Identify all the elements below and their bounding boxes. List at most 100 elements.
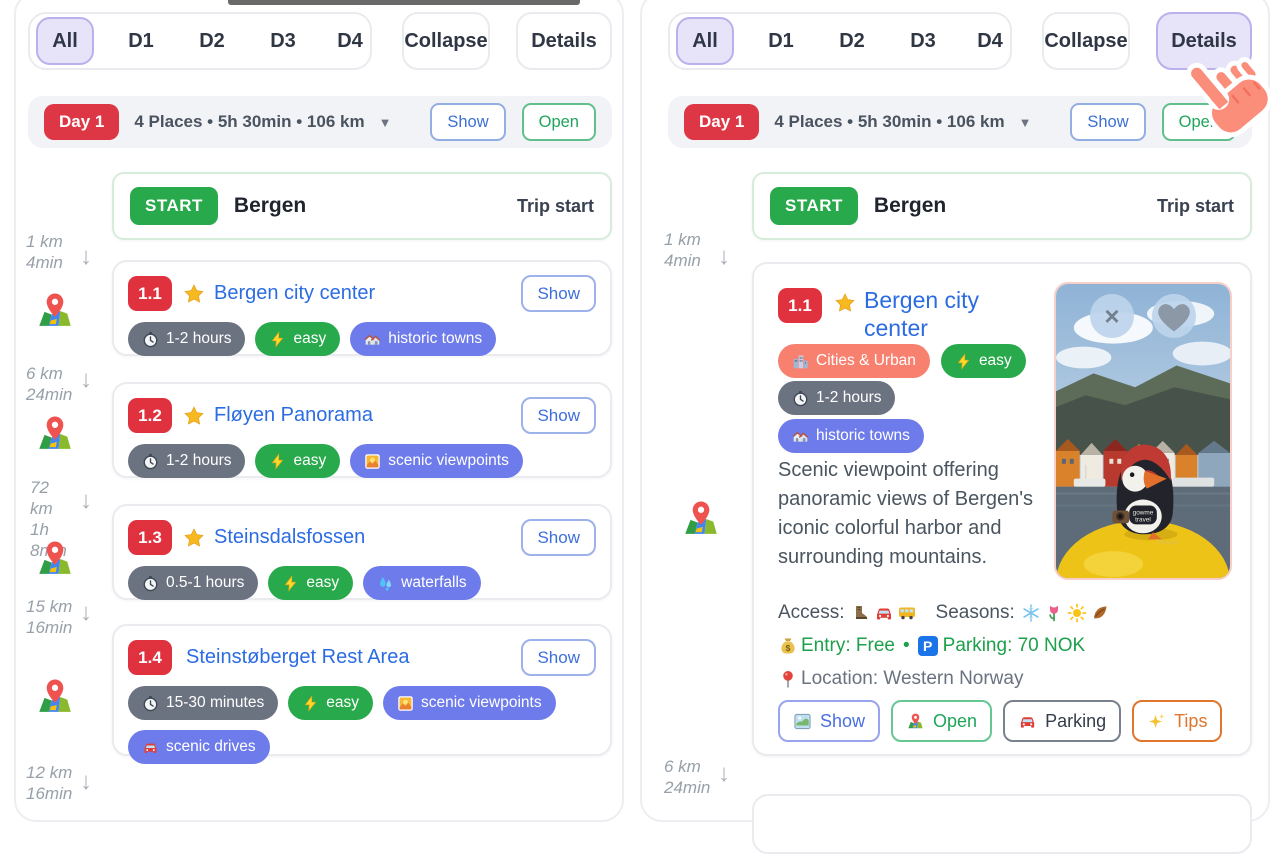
dot-separator: •	[902, 635, 910, 656]
place-photo[interactable]: gowme travel ©Bergen ×	[1054, 282, 1232, 580]
hiking-boot-icon	[851, 603, 871, 623]
show-button[interactable]: Show	[521, 275, 596, 312]
show-button[interactable]: Show	[521, 397, 596, 434]
place-detail-card: 1.1 Bergen city center Cities & Urban ea…	[752, 262, 1252, 756]
place-title-link[interactable]: Fløyen Panorama	[214, 404, 373, 426]
open-in-maps-button[interactable]: Open	[891, 700, 993, 742]
arrow-down-icon: ↓	[80, 487, 92, 514]
place-card: 1.4 Steinstøberget Rest Area Show 15-30 …	[112, 624, 612, 764]
theme-tag: waterfalls	[363, 566, 481, 600]
tab-d1[interactable]: D1	[768, 29, 794, 52]
parking-fee: Parking: 70 NOK	[942, 635, 1086, 656]
clock-icon	[142, 695, 159, 712]
clock-icon	[142, 453, 159, 470]
city-icon	[792, 353, 809, 370]
show-button[interactable]: Show	[521, 519, 596, 556]
svg-text:travel: travel	[1135, 516, 1151, 523]
photo-close-button[interactable]: ×	[1090, 294, 1134, 338]
sunset-icon	[397, 695, 414, 712]
route-distance-label: 6 km 24min	[26, 364, 73, 404]
tab-d4[interactable]: D4	[977, 29, 1003, 52]
photo-favorite-button[interactable]	[1152, 294, 1196, 338]
tab-d2[interactable]: D2	[199, 29, 225, 52]
parking-button[interactable]: Parking	[1003, 700, 1122, 742]
difficulty-tag: easy	[255, 444, 341, 478]
tab-d3[interactable]: D3	[910, 29, 936, 52]
bolt-icon	[282, 575, 299, 592]
heart-icon	[1158, 304, 1190, 332]
arrow-down-icon: ↓	[80, 366, 92, 393]
collapse-button[interactable]: Collapse	[1042, 12, 1130, 70]
sun-icon	[1067, 603, 1087, 623]
tab-d2[interactable]: D2	[839, 29, 865, 52]
tab-d4[interactable]: D4	[337, 29, 363, 52]
map-pin-icon	[34, 413, 76, 455]
map-pin-icon	[34, 538, 76, 580]
tab-d1[interactable]: D1	[128, 29, 154, 52]
details-button[interactable]: Details	[1156, 12, 1252, 70]
location-text: Location: Western Norway	[801, 668, 1024, 689]
map-pin-icon	[34, 290, 76, 332]
theme-tag: scenic viewpoints	[350, 444, 523, 478]
route-distance-label: 1 km 4min	[26, 232, 63, 272]
show-on-map-button[interactable]: Show	[778, 700, 881, 742]
place-title-link[interactable]: Bergen city center	[214, 282, 376, 304]
place-card: 1.2 Fløyen Panorama Show 1-2 hours easy …	[112, 382, 612, 478]
route-distance-label: 15 km 16min	[26, 597, 73, 637]
duration-tag: 0.5-1 hours	[128, 566, 259, 600]
location-row: Location: Western Norway	[778, 668, 1023, 690]
day-badge: Day 1	[684, 104, 760, 140]
star-icon	[183, 405, 205, 427]
day-open-button[interactable]: Open	[521, 103, 596, 141]
arrow-down-icon: ↓	[80, 599, 92, 626]
sunset-icon	[364, 453, 381, 470]
place-number-badge: 1.1	[778, 288, 822, 323]
tips-button[interactable]: Tips	[1132, 700, 1223, 742]
chevron-down-icon[interactable]: ▼	[1018, 114, 1032, 130]
top-edge-shadow	[228, 0, 580, 5]
theme-tag: scenic viewpoints	[382, 686, 556, 720]
access-seasons-row: Access: Seasons:	[778, 602, 1113, 624]
theme-tag: historic towns	[778, 419, 924, 453]
entry-fee: Entry: Free	[801, 635, 895, 656]
theme-tag: historic towns	[350, 322, 497, 356]
place-card: 1.1 Bergen city center Show 1-2 hours ea…	[112, 260, 612, 356]
day-show-button[interactable]: Show	[1070, 103, 1146, 141]
day-header: Day 1 4 Places • 5h 30min • 106 km ▼ Sho…	[28, 96, 612, 148]
day-show-button[interactable]: Show	[430, 103, 506, 141]
next-place-card-partial	[752, 794, 1252, 854]
chevron-down-icon[interactable]: ▼	[378, 114, 392, 130]
star-icon	[834, 292, 856, 314]
sparkle-icon	[1147, 712, 1166, 731]
bus-icon	[897, 603, 917, 623]
collapse-button[interactable]: Collapse	[402, 12, 490, 70]
tab-all[interactable]: All	[36, 17, 94, 65]
tab-all-label: All	[52, 29, 78, 52]
place-card: 1.3 Steinsdalsfossen Show 0.5-1 hours ea…	[112, 504, 612, 600]
theme-tag: scenic drives	[128, 730, 270, 764]
snowflake-icon	[1021, 603, 1041, 623]
place-title-link[interactable]: Steinsdalsfossen	[214, 526, 366, 548]
bolt-icon	[302, 695, 319, 712]
clock-icon	[142, 331, 159, 348]
seasons-label: Seasons:	[935, 602, 1015, 623]
day-summary: 4 Places • 5h 30min • 106 km	[134, 112, 365, 131]
money-bag-icon	[778, 636, 798, 656]
car-icon	[142, 739, 159, 756]
show-button[interactable]: Show	[521, 639, 596, 676]
svg-text:©Bergen: ©Bergen	[1155, 539, 1178, 546]
tulip-icon	[1044, 603, 1064, 623]
place-title-link[interactable]: Steinstøberget Rest Area	[186, 646, 410, 668]
bolt-icon	[269, 331, 286, 348]
tab-d3[interactable]: D3	[270, 29, 296, 52]
pushpin-icon	[778, 669, 798, 689]
trip-start-label: Trip start	[516, 195, 594, 216]
place-title-link[interactable]: Bergen city center	[864, 287, 980, 341]
details-button[interactable]: Details	[516, 12, 612, 70]
day-open-button[interactable]: Open	[1161, 103, 1236, 141]
star-icon	[183, 527, 205, 549]
start-title: Bergen	[233, 194, 307, 217]
tab-all[interactable]: All	[676, 17, 734, 65]
houses-icon	[364, 331, 381, 348]
map-pin-icon	[34, 676, 76, 718]
